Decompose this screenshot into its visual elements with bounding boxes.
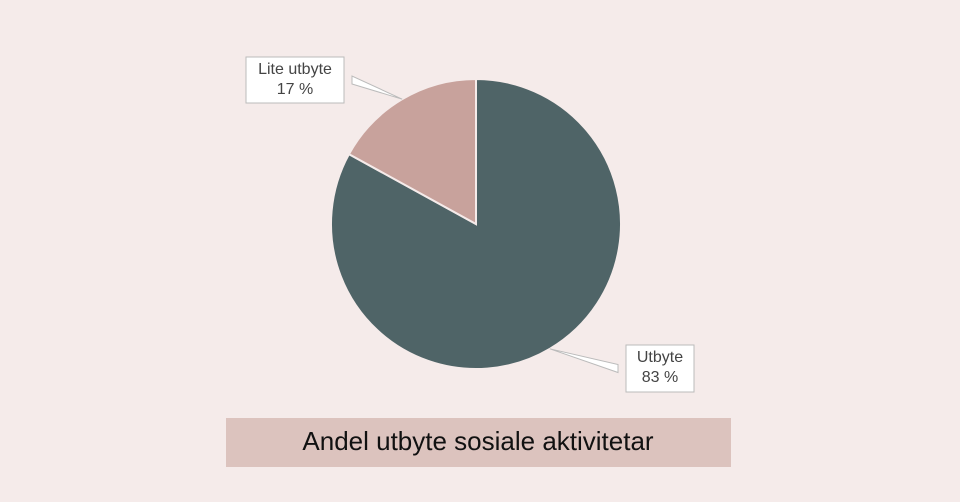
leader-line (549, 348, 619, 374)
title-box (226, 418, 731, 467)
value-label: 83 % (642, 369, 678, 386)
label-box (625, 344, 695, 393)
value-label: 17 % (277, 81, 313, 98)
leader-line (351, 75, 403, 100)
slice-label: Utbyte (637, 349, 683, 366)
label-box (245, 56, 345, 104)
chart-title: Andel utbyte sosiale aktivitetar (302, 426, 654, 456)
slice-label: Lite utbyte (258, 61, 332, 78)
